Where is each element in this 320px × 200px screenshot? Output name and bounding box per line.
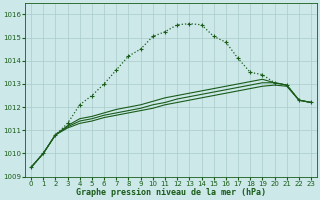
X-axis label: Graphe pression niveau de la mer (hPa): Graphe pression niveau de la mer (hPa)	[76, 188, 266, 197]
